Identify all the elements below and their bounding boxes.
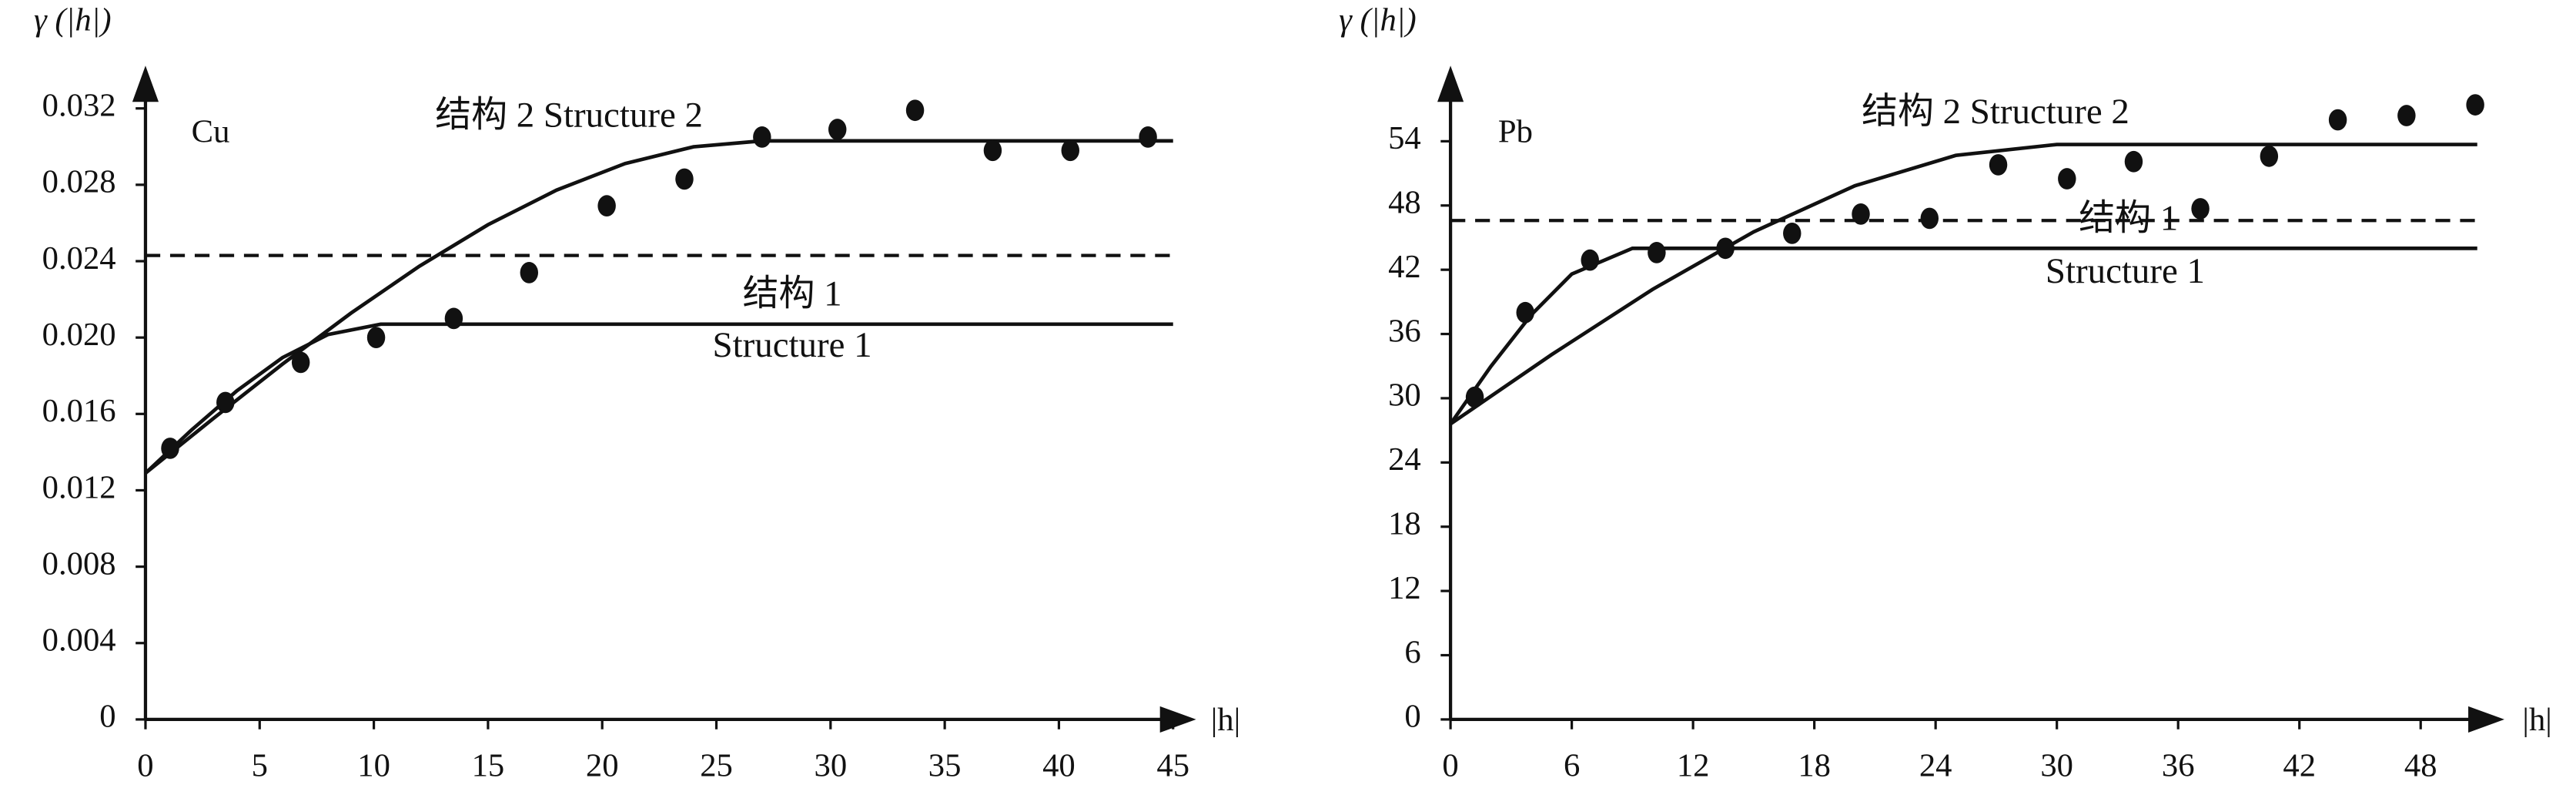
- x-tick-label: 15: [472, 748, 505, 784]
- x-tick-label: 30: [2040, 748, 2073, 784]
- data-point: [1716, 237, 1735, 260]
- data-point: [597, 195, 616, 217]
- annotation: Structure 1: [713, 325, 872, 365]
- x-tick-label: 0: [1442, 748, 1458, 784]
- y-axis-arrow: [1437, 65, 1464, 102]
- y-tick-label: 48: [1388, 185, 1421, 221]
- x-tick-label: 48: [2404, 748, 2437, 784]
- y-tick-label: 0.012: [42, 469, 116, 505]
- data-point: [1783, 223, 1802, 244]
- data-point: [1852, 203, 1870, 225]
- x-tick-label: 25: [700, 748, 733, 784]
- y-axis-arrow: [132, 65, 159, 102]
- x-axis-arrow: [2468, 706, 2504, 733]
- y-tick-label: 0: [99, 699, 115, 735]
- data-point: [1581, 249, 1599, 271]
- data-point: [2191, 198, 2210, 220]
- x-axis-label: |h|: [2522, 702, 2551, 738]
- y-tick-label: 0.028: [42, 164, 116, 200]
- y-tick-label: 24: [1388, 441, 1421, 478]
- x-axis-arrow: [1159, 706, 1196, 733]
- x-tick-label: 40: [1042, 748, 1076, 784]
- data-point: [753, 126, 771, 148]
- data-point: [1920, 207, 1939, 230]
- y-tick-label: 0.020: [42, 317, 116, 353]
- model-line: [144, 322, 1173, 475]
- data-point: [1139, 126, 1157, 148]
- y-tick-label: 12: [1388, 570, 1421, 606]
- x-tick-label: 5: [252, 748, 268, 784]
- x-tick-label: 42: [2283, 748, 2316, 784]
- data-point: [1516, 301, 1534, 324]
- x-tick-label: 6: [1564, 748, 1580, 784]
- y-tick-label: 0: [1404, 699, 1420, 735]
- x-tick-label: 18: [1798, 748, 1831, 784]
- data-point: [2466, 94, 2484, 116]
- annotation: Structure 1: [2046, 251, 2205, 291]
- x-tick-label: 20: [586, 748, 619, 784]
- annotation: 结构 1: [2079, 199, 2178, 239]
- data-point: [2397, 105, 2416, 126]
- y-tick-label: 0.016: [42, 393, 116, 429]
- annotation: 结构 2 Structure 2: [1862, 92, 2129, 132]
- data-point: [675, 168, 694, 190]
- model-line: [1449, 143, 2477, 426]
- chart-title: Pb: [1498, 114, 1533, 150]
- y-tick-label: 42: [1388, 249, 1421, 285]
- annotation: 结构 1: [743, 274, 842, 314]
- data-point: [520, 262, 539, 283]
- y-tick-label: 18: [1388, 506, 1421, 542]
- y-tick-label: 0.024: [42, 240, 116, 277]
- data-point: [1989, 154, 2008, 176]
- y-tick-label: 54: [1388, 120, 1421, 156]
- x-tick-label: 10: [357, 748, 390, 784]
- y-tick-label: 0.032: [42, 88, 116, 124]
- y-tick-label: 36: [1388, 313, 1421, 349]
- y-tick-label: 30: [1388, 377, 1421, 414]
- y-axis-label: γ (|h|): [1339, 2, 1417, 39]
- x-tick-label: 45: [1156, 748, 1189, 784]
- data-point: [366, 327, 386, 349]
- data-point: [2260, 145, 2279, 167]
- y-tick-label: 6: [1404, 634, 1420, 670]
- x-tick-label: 0: [137, 748, 153, 784]
- x-tick-label: 30: [815, 748, 848, 784]
- chart-title: Cu: [192, 114, 230, 150]
- data-point: [1465, 386, 1484, 408]
- data-point: [2124, 150, 2143, 173]
- y-axis-label: γ (|h|): [34, 2, 112, 39]
- data-point: [444, 307, 463, 330]
- y-tick-label: 0.008: [42, 545, 116, 582]
- annotation: 结构 2 Structure 2: [435, 95, 703, 135]
- data-point: [983, 139, 1002, 162]
- model-line: [144, 139, 1173, 475]
- data-point: [905, 99, 925, 122]
- x-tick-label: 24: [1919, 748, 1952, 784]
- x-tick-label: 36: [2162, 748, 2195, 784]
- data-point: [1648, 242, 1666, 263]
- data-point: [216, 391, 235, 414]
- data-point: [291, 351, 310, 374]
- x-axis-label: |h|: [1211, 702, 1240, 738]
- model-line: [1449, 247, 2477, 425]
- data-point: [1061, 139, 1079, 162]
- data-point: [2328, 109, 2347, 131]
- data-point: [161, 438, 179, 459]
- y-tick-label: 0.004: [42, 622, 116, 659]
- x-tick-label: 35: [928, 748, 962, 784]
- x-tick-label: 12: [1677, 748, 1710, 784]
- data-point: [828, 119, 847, 140]
- data-point: [2058, 168, 2076, 190]
